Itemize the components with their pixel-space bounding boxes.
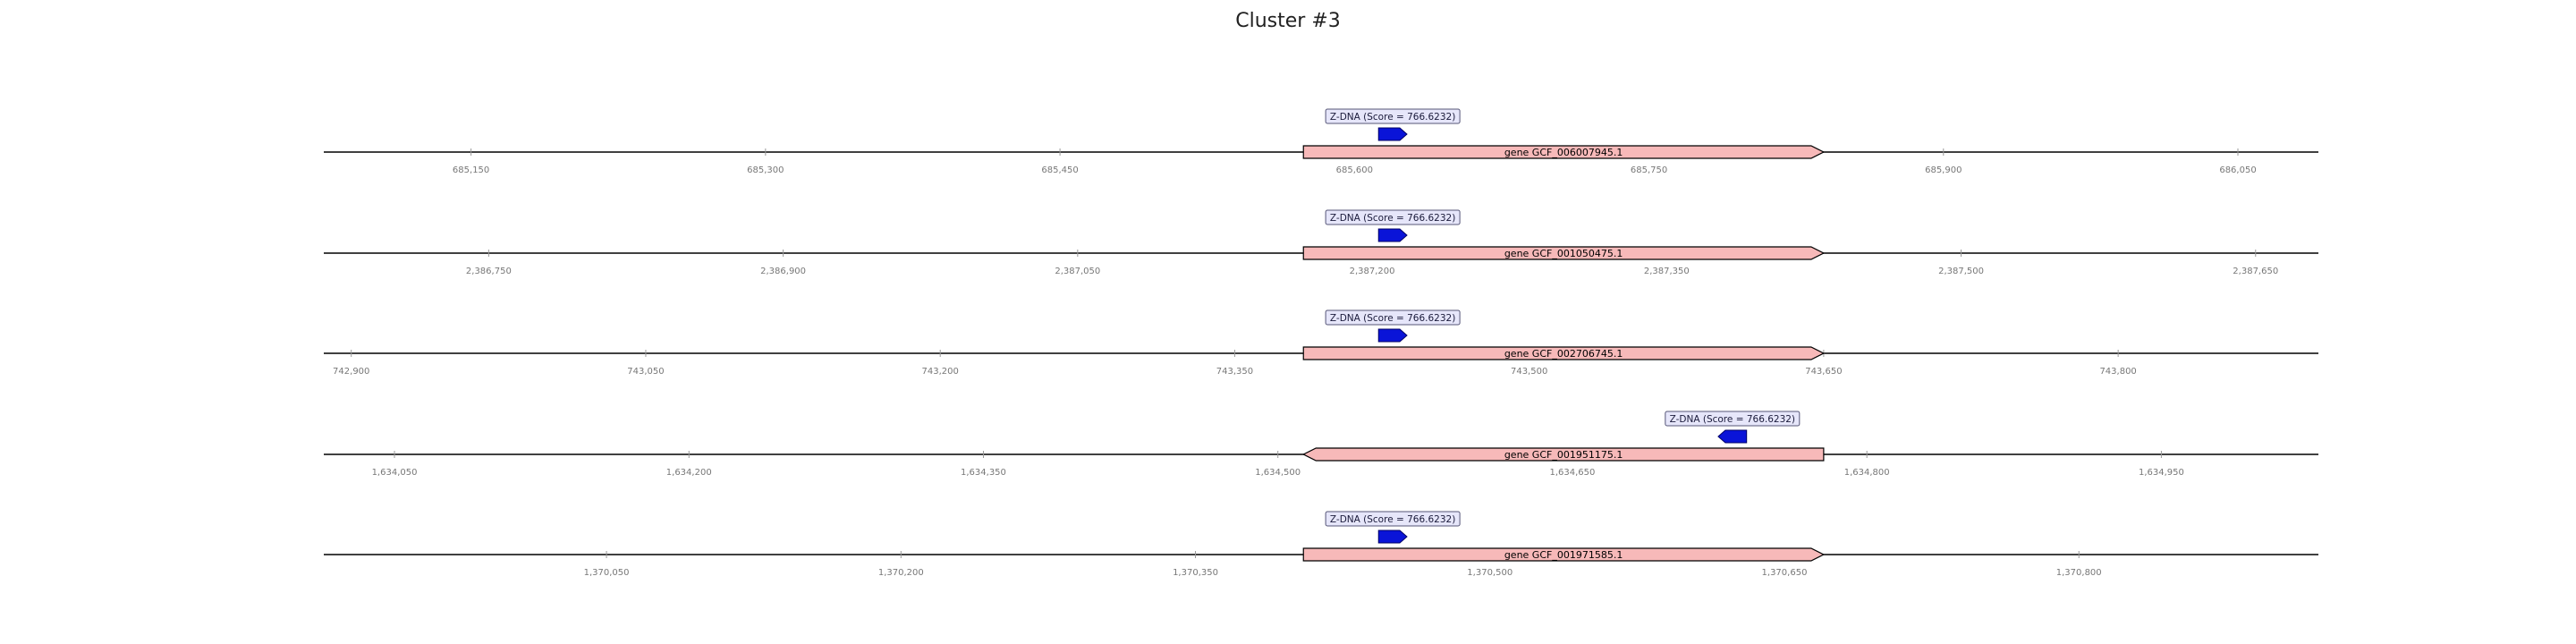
zdna-label-box [1325,209,1461,225]
tick-label: 1,370,050 [584,568,630,578]
tick-label: 686,050 [2219,165,2256,175]
gene-label: gene GCF_002706745.1 [1504,348,1623,360]
figure-title: Cluster #3 [1235,10,1341,32]
tick-label: 1,370,200 [878,568,924,578]
gene-label: gene GCF_001050475.1 [1504,248,1623,259]
tick-label: 685,750 [1631,165,1667,175]
tick-label: 2,387,200 [1350,267,1395,276]
tick-label: 2,387,350 [1644,267,1690,276]
tick-label: 1,634,950 [2139,468,2184,478]
zdna-label: Z-DNA (Score = 766.6232) [1330,213,1455,224]
track-4: 1,634,050 1,634,200 1,634,350 1,634,500 1,63… [324,411,2318,478]
gene-arrow [1302,145,1826,159]
tick-label: 743,500 [1511,367,1547,377]
zdna-label: Z-DNA (Score = 766.6232) [1330,112,1455,123]
tick-label: 743,350 [1216,367,1253,377]
zdna-feature-arrow [1717,429,1748,444]
gene-arrow [1302,246,1826,260]
track-1: 685,150 685,300 685,450 685,600 685,750 685,9… [324,108,2318,175]
tick-label: 685,900 [1925,165,1962,175]
gene-arrow [1301,447,1825,462]
gene-arrow [1302,547,1826,562]
gene-label: gene GCF_001951175.1 [1504,449,1623,461]
gene-arrow [1302,346,1826,360]
tick-label: 2,386,750 [466,267,512,276]
zdna-feature-arrow [1377,530,1408,544]
tick-label: 1,634,350 [961,468,1006,478]
zdna-label: Z-DNA (Score = 766.6232) [1330,514,1455,525]
tick-label: 685,600 [1336,165,1373,175]
zdna-label: Z-DNA (Score = 766.6232) [1330,313,1455,324]
tick-label: 743,650 [1805,367,1842,377]
tick-label: 685,150 [453,165,489,175]
zdna-label: Z-DNA (Score = 766.6232) [1670,414,1795,425]
zdna-feature-arrow [1377,127,1408,141]
tick-label: 1,634,800 [1844,468,1890,478]
tick-label: 743,200 [922,367,959,377]
zdna-label-box [1665,411,1801,427]
tick-label: 2,387,050 [1055,267,1100,276]
tick-label: 2,387,500 [1938,267,1984,276]
tick-label: 1,634,050 [372,468,418,478]
gene-label: gene GCF_006007945.1 [1504,147,1623,158]
tick-label: 2,386,900 [760,267,806,276]
tick-label: 1,370,650 [1762,568,1808,578]
tick-label: 1,370,800 [2056,568,2102,578]
zdna-label-box [1325,511,1461,527]
zdna-feature-arrow [1377,228,1408,242]
tick-label: 1,634,650 [1549,468,1595,478]
tick-label: 1,634,500 [1255,468,1301,478]
tick-label: 742,900 [333,367,369,377]
tick-label: 1,370,500 [1467,568,1513,578]
tracks-layer: 685,150 685,300 685,450 685,600 685,750 685,9… [324,108,2318,578]
tick-label: 685,300 [747,165,784,175]
track-2: 2,386,750 2,386,900 2,387,050 2,387,200 2,38… [324,209,2318,276]
track-5: 1,370,050 1,370,200 1,370,350 1,370,500 1,37… [324,511,2318,578]
tick-label: 2,387,650 [2233,267,2278,276]
zdna-label-box [1325,108,1461,124]
tick-label: 1,634,200 [666,468,712,478]
track-3: 742,900 743,050 743,200 743,350 743,500 743,6… [324,309,2318,377]
zdna-label-box [1325,309,1461,326]
gene-label: gene GCF_001971585.1 [1504,549,1623,561]
tick-label: 743,050 [627,367,664,377]
tick-label: 685,450 [1041,165,1078,175]
tick-label: 743,800 [2099,367,2136,377]
zdna-feature-arrow [1377,328,1408,343]
tick-label: 1,370,350 [1173,568,1218,578]
